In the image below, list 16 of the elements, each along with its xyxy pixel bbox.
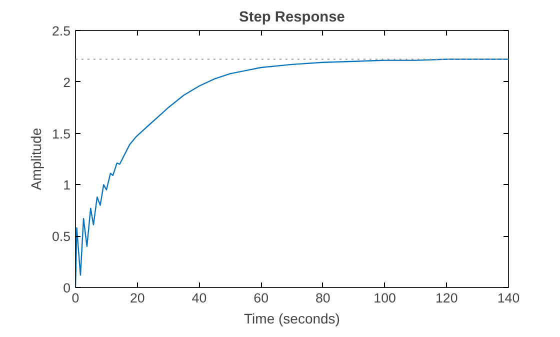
x-tick-label: 20 xyxy=(130,290,145,306)
x-tick-label: 80 xyxy=(316,290,330,306)
chart-title: Step Response xyxy=(239,10,345,26)
x-tick-label: 140 xyxy=(497,290,520,306)
y-tick-label: 1 xyxy=(63,178,71,193)
x-tick-label: 120 xyxy=(436,290,458,306)
x-axis-title: Time (seconds) xyxy=(244,310,340,326)
y-tick-label: 1.5 xyxy=(52,126,71,142)
y-tick-label: 2 xyxy=(63,74,71,90)
x-tick-label: 40 xyxy=(192,290,207,306)
x-tick-label: 60 xyxy=(254,290,268,306)
y-axis-title: Amplitude xyxy=(28,128,44,190)
y-tick-label: 0 xyxy=(63,280,71,296)
x-tick-label: 100 xyxy=(374,290,396,306)
y-tick-label: 0.5 xyxy=(52,229,71,244)
y-tick-label: 2.5 xyxy=(52,24,71,38)
